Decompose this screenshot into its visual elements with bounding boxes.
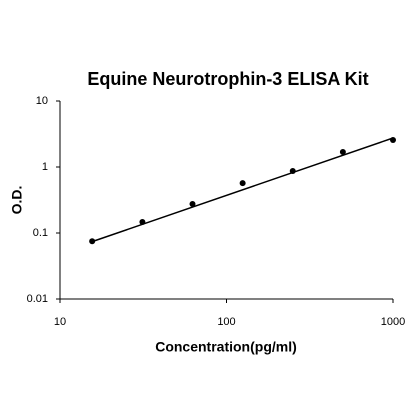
- x-tick-label: 100: [217, 316, 235, 328]
- data-point: [139, 218, 146, 225]
- data-point: [339, 148, 346, 155]
- data-point: [89, 238, 96, 245]
- data-point: [239, 180, 246, 187]
- chart-title: Equine Neurotrophin-3 ELISA Kit: [87, 69, 368, 89]
- x-tick-label: 1000: [381, 316, 405, 328]
- data-point: [189, 201, 196, 208]
- y-tick-label: 0.01: [27, 293, 48, 305]
- fit-line: [91, 137, 394, 243]
- y-tick-label: 10: [36, 95, 48, 107]
- x-axis-title: Concentration(pg/ml): [155, 339, 297, 355]
- y-tick-label: 1: [42, 161, 48, 173]
- x-tick-label: 10: [54, 316, 66, 328]
- y-axis-title: O.D.: [9, 186, 25, 215]
- data-point: [390, 136, 396, 143]
- data-point: [289, 167, 296, 174]
- y-tick-label: 0.1: [33, 227, 48, 239]
